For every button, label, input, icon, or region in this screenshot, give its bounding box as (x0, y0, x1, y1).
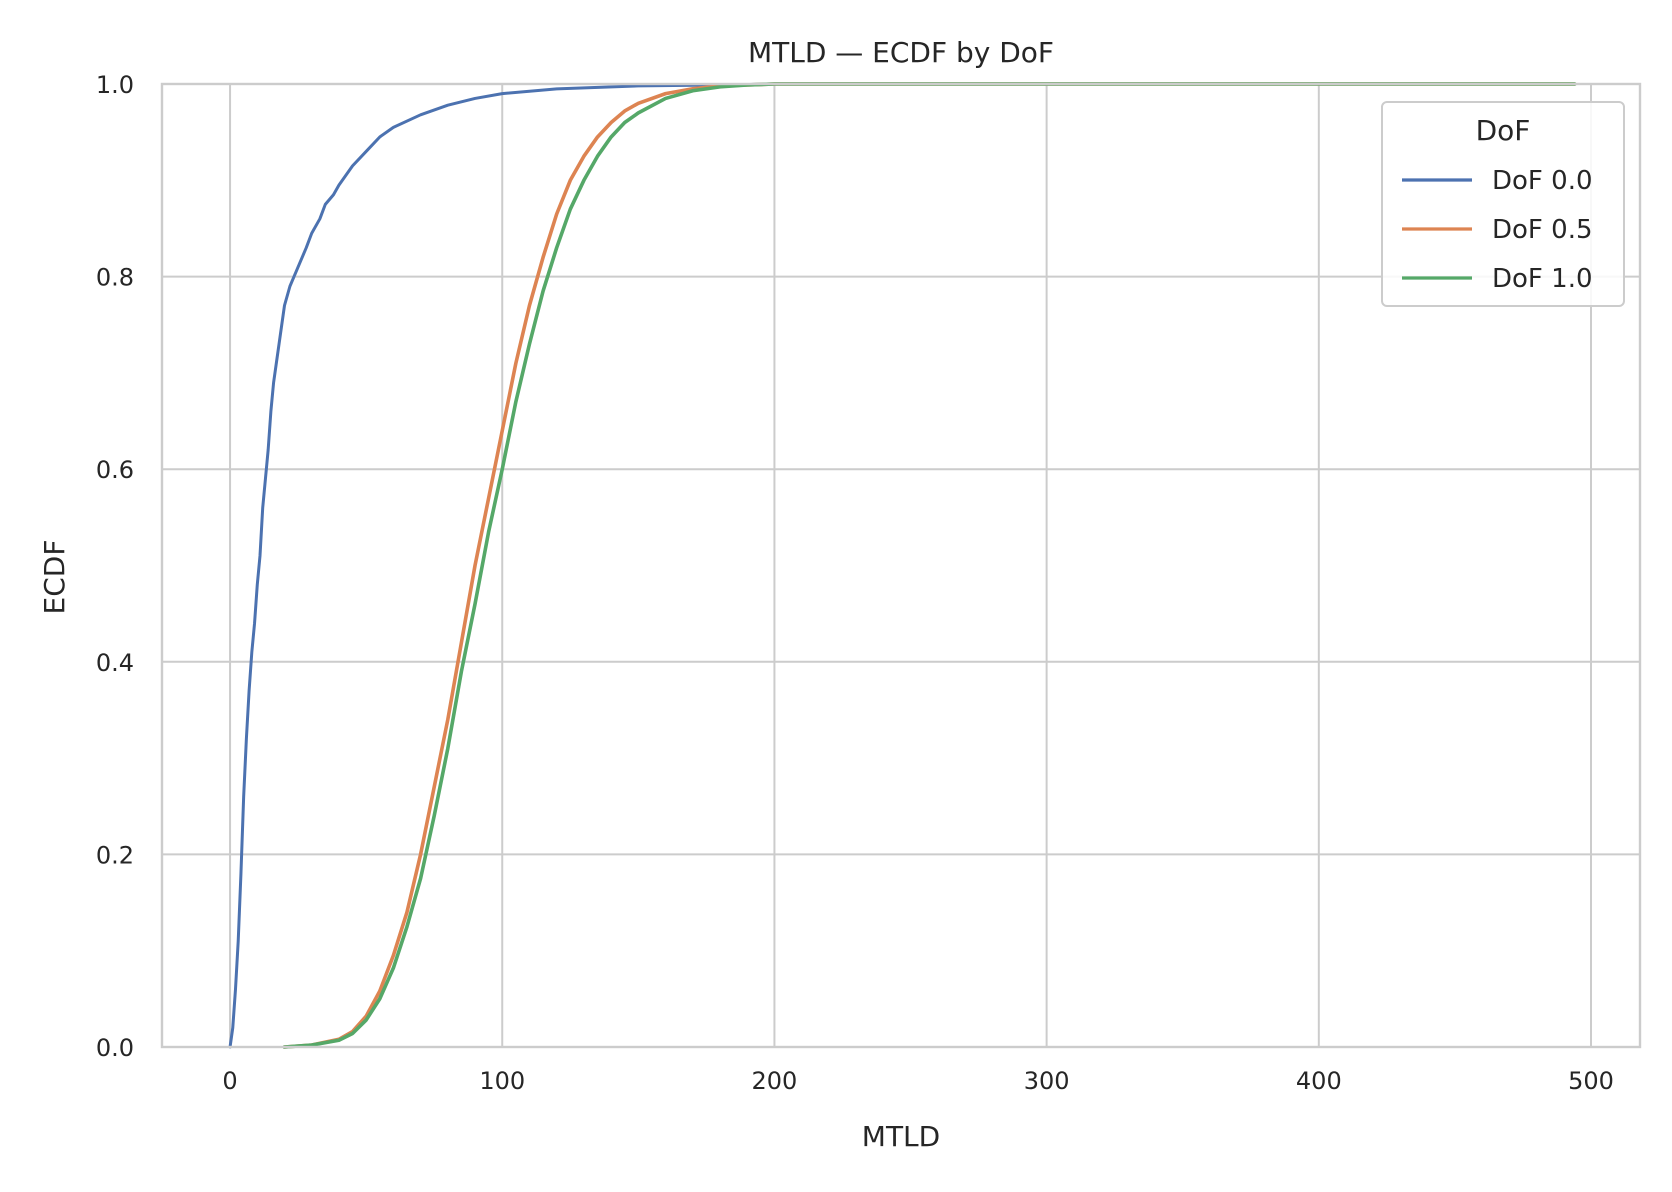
legend-title: DoF (1476, 114, 1531, 147)
series-line-1 (228, 82, 1577, 1049)
legend: DoF DoF 0.0 DoF 0.5 DoF 1.0 (1381, 101, 1625, 307)
legend-items: DoF 0.0 DoF 0.5 DoF 1.0 (1402, 166, 1593, 294)
x-tick-label: 400 (1296, 1067, 1342, 1095)
y-ticks-layer: 0.0 0.2 0.4 0.6 0.8 1.0 (96, 71, 134, 1062)
y-tick-label: 0.8 (96, 264, 134, 292)
y-tick-label: 0.2 (96, 841, 134, 869)
x-ticks-layer: 0 100 200 300 400 500 (222, 1067, 1614, 1095)
y-tick-label: 0.0 (96, 1034, 134, 1062)
legend-box (1381, 101, 1625, 307)
x-tick-label: 300 (1024, 1067, 1070, 1095)
y-tick-label: 0.4 (96, 649, 134, 677)
x-tick-label: 500 (1568, 1067, 1614, 1095)
x-axis-label: MTLD (862, 1120, 940, 1153)
x-tick-label: 200 (752, 1067, 798, 1095)
x-tick-label: 0 (222, 1067, 237, 1095)
plot-frame (160, 82, 1642, 1049)
y-tick-label: 1.0 (96, 71, 134, 99)
series-line-3 (282, 82, 1577, 1049)
chart-title: MTLD — ECDF by DoF (748, 36, 1054, 69)
y-axis-label: ECDF (38, 540, 71, 615)
legend-label-3: DoF 1.0 (1492, 264, 1593, 294)
series-layer (228, 82, 1577, 1049)
y-tick-label: 0.6 (96, 456, 134, 484)
legend-label-2: DoF 0.5 (1492, 215, 1593, 245)
legend-label-1: DoF 0.0 (1492, 166, 1593, 196)
x-tick-label: 100 (479, 1067, 525, 1095)
